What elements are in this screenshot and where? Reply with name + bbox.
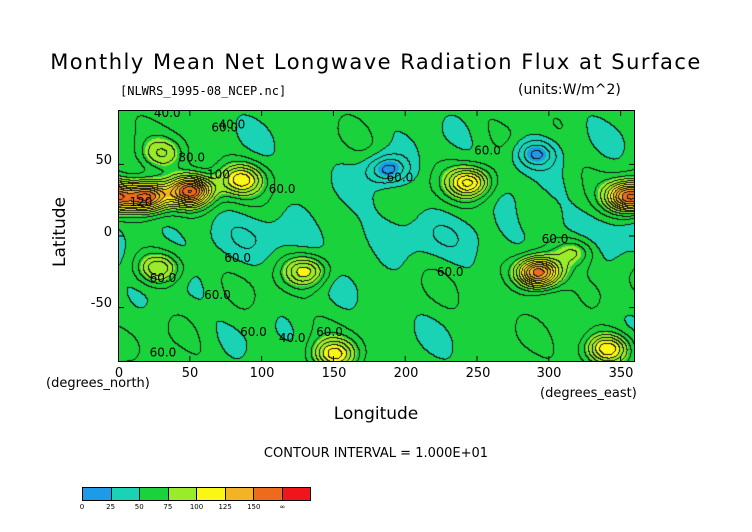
colorbar-tick-label: 50 [134, 503, 144, 511]
colorbar [82, 487, 311, 501]
colorbar-tick-label: 0 [79, 503, 85, 511]
contour-label: 60.0 [474, 143, 501, 157]
contour-label: 80.0 [178, 151, 205, 165]
x-tick-label: 100 [249, 366, 275, 381]
x-tick-label: 250 [465, 366, 491, 381]
contour-label: 60.0 [387, 171, 414, 185]
x-axis-label: Longitude [333, 404, 419, 424]
colorbar-segment [225, 488, 254, 500]
contour-label: 60.0 [150, 345, 177, 359]
contour-label: 60.0 [204, 288, 231, 302]
contour-label: 60.0 [224, 251, 251, 265]
contour-label: 60.0 [437, 265, 464, 279]
colorbar-tick-label: 75 [163, 503, 173, 511]
colorbar-tick-label: 150 [247, 503, 261, 511]
colorbar-tick-label: 125 [218, 503, 232, 511]
contour-label: 120 [129, 195, 152, 209]
chart-title: Monthly Mean Net Longwave Radiation Flux… [50, 50, 702, 74]
colorbar-segment [111, 488, 140, 500]
x-tick-label: 150 [321, 366, 347, 381]
y-axis-label: Latitude [50, 197, 70, 267]
x-tick-label: 300 [536, 366, 562, 381]
contour-label: 60.0 [542, 232, 569, 246]
y-tick-label: 50 [95, 153, 112, 168]
x-tick-label: 50 [181, 366, 199, 381]
contour-label: 60.0 [150, 271, 177, 285]
x-tick-label: 0 [114, 366, 124, 381]
colorbar-segment [83, 488, 112, 500]
x-tick-label: 350 [608, 366, 634, 381]
contour-label: 60.0 [240, 325, 267, 339]
y-unit-label: (degrees_north) [46, 376, 150, 391]
contour-label: 60.0 [211, 120, 238, 134]
colorbar-segment [197, 488, 226, 500]
colorbar-tick-label: 25 [106, 503, 116, 511]
colorbar-tick-label: ∞ [279, 503, 286, 511]
colorbar-segment [254, 488, 283, 500]
contour-label: 60.0 [316, 325, 343, 339]
units-label: (units:W/m^2) [518, 82, 621, 98]
contour-label: 40.0 [219, 118, 246, 132]
colorbar-segment [282, 488, 310, 500]
contour-label: 100 [207, 168, 230, 182]
contour-interval-text: CONTOUR INTERVAL = 1.000E+01 [263, 446, 489, 461]
plot-area: 40.0 60.0 40.0 80.0 100 120 60.0 60.0 60.0 60.0 60… [118, 110, 635, 362]
contour-layer: 40.060.040.080.010012060.060.060.060.060… [118, 110, 635, 362]
x-unit-label: (degrees_east) [540, 386, 637, 401]
colorbar-segment [140, 488, 169, 500]
dataset-filename: [NLWRS_1995-08_NCEP.nc] [120, 84, 287, 98]
y-tick-label: -50 [90, 296, 112, 311]
x-tick-label: 200 [393, 366, 419, 381]
contour-label: 40.0 [279, 331, 306, 345]
colorbar-segment [168, 488, 197, 500]
y-tick-label: 0 [103, 225, 112, 240]
colorbar-tick-label: 100 [189, 503, 204, 511]
heatmap-field [118, 110, 635, 362]
contour-label: 60.0 [269, 182, 296, 196]
contour-label: 40.0 [154, 110, 181, 120]
